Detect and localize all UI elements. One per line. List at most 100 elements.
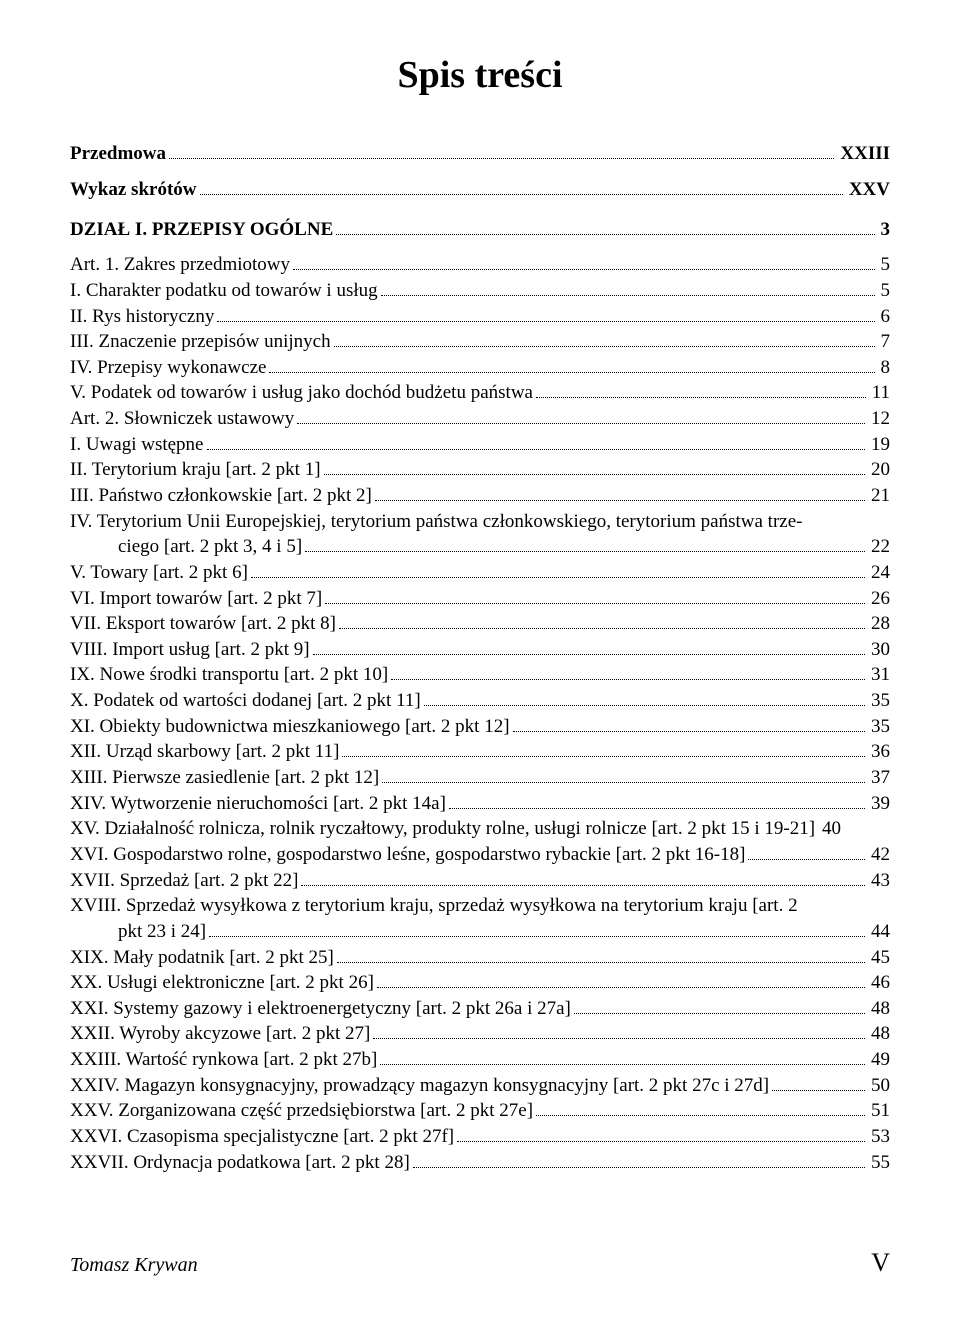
toc-entry-page: 30 (868, 637, 890, 663)
toc-entry-label: XXV. Zorganizowana część przedsiębiorstw… (70, 1098, 533, 1124)
toc-entry: XXV. Zorganizowana część przedsiębiorstw… (70, 1098, 890, 1124)
toc-entry-label: XXIV. Magazyn konsygnacyjny, prowadzący … (70, 1073, 769, 1099)
toc-entry-page: 5 (878, 252, 891, 278)
toc-entry: XIV. Wytworzenie nieruchomości [art. 2 p… (70, 791, 890, 817)
toc-entry-label: XIII. Pierwsze zasiedlenie [art. 2 pkt 1… (70, 765, 379, 791)
toc-leader (324, 459, 865, 475)
toc-entry-page: 24 (868, 560, 890, 586)
toc-entry-label: VII. Eksport towarów [art. 2 pkt 8] (70, 611, 336, 637)
toc-entry-label: IV. Przepisy wykonawcze (70, 355, 266, 381)
toc-entry-label: II. Rys historyczny (70, 304, 214, 330)
toc-entry: V. Podatek od towarów i usług jako dochó… (70, 380, 890, 406)
toc-leader (297, 408, 865, 424)
toc-entry-page: 42 (868, 842, 890, 868)
toc-entry-label: I. Charakter podatku od towarów i usług (70, 278, 378, 304)
toc-entry-label: X. Podatek od wartości dodanej [art. 2 p… (70, 688, 421, 714)
toc-entry-label: V. Towary [art. 2 pkt 6] (70, 560, 248, 586)
toc-entry-page: 35 (868, 688, 890, 714)
toc-entry: XVIII. Sprzedaż wysyłkowa z terytorium k… (70, 893, 890, 944)
toc-entry-page: 40 (819, 816, 841, 842)
toc-entry: XII. Urząd skarbowy [art. 2 pkt 11]36 (70, 739, 890, 765)
toc-entry-label: XV. Działalność rolnicza, rolnik ryczałt… (70, 816, 815, 842)
toc-entry-label: Art. 2. Słowniczek ustawowy (70, 406, 294, 432)
toc-entry-label: XVII. Sprzedaż [art. 2 pkt 22] (70, 868, 298, 894)
toc-entry: XI. Obiekty budownictwa mieszkaniowego [… (70, 714, 890, 740)
toc-entry-page: 28 (868, 611, 890, 637)
toc-leader (334, 331, 875, 347)
toc-leader (325, 587, 865, 603)
toc-entry-label: II. Terytorium kraju [art. 2 pkt 1] (70, 457, 321, 483)
toc-entry-page: 26 (868, 586, 890, 612)
toc-leader (424, 690, 865, 706)
toc-leader (337, 946, 865, 962)
toc-entry-page: 55 (868, 1150, 890, 1176)
toc-leader (772, 1075, 865, 1091)
toc-leader (207, 434, 866, 450)
toc-entry-page: 36 (868, 739, 890, 765)
toc-entry-page: XXIII (837, 141, 890, 167)
toc-leader (382, 767, 865, 783)
toc-entry-label: V. Podatek od towarów i usług jako dochó… (70, 380, 533, 406)
toc-entry: XIII. Pierwsze zasiedlenie [art. 2 pkt 1… (70, 765, 890, 791)
toc-entry: XXIV. Magazyn konsygnacyjny, prowadzący … (70, 1073, 890, 1099)
toc-entry: IV. Terytorium Unii Europejskiej, teryto… (70, 509, 890, 560)
toc-entry: DZIAŁ I. PRZEPISY OGÓLNE3 (70, 217, 890, 243)
toc-entry-label: XXVI. Czasopisma specjalistyczne [art. 2… (70, 1124, 454, 1150)
toc-entry-label: XIX. Mały podatnik [art. 2 pkt 25] (70, 945, 334, 971)
toc-leader (373, 1023, 865, 1039)
toc-entry-cont: ciego [art. 2 pkt 3, 4 i 5] (118, 534, 302, 560)
toc-leader (293, 254, 874, 270)
toc-entry: Art. 2. Słowniczek ustawowy 12 (70, 406, 890, 432)
page-footer: Tomasz Krywan V (70, 1245, 890, 1280)
toc-entry-label: Art. 1. Zakres przedmiotowy (70, 252, 290, 278)
page-title: Spis treści (70, 50, 890, 101)
toc-entry-cont: pkt 23 i 24] (118, 919, 206, 945)
toc-entry-page: 39 (868, 791, 890, 817)
toc-entry-page: 7 (878, 329, 891, 355)
spacer (70, 242, 890, 252)
toc-entry: III. Państwo członkowskie [art. 2 pkt 2]… (70, 483, 890, 509)
toc-entry: XV. Działalność rolnicza, rolnik ryczałt… (70, 816, 890, 842)
toc-leader (217, 305, 874, 321)
toc-entry-page: 46 (868, 970, 890, 996)
toc-leader (536, 382, 866, 398)
toc-entry-page: 31 (868, 662, 890, 688)
toc-leader (377, 972, 865, 988)
toc-entry-page: 8 (878, 355, 891, 381)
footer-page-roman: V (871, 1245, 890, 1280)
toc-entry-page: 12 (868, 406, 890, 432)
toc-leader (457, 1126, 865, 1142)
toc-entry: IX. Nowe środki transportu [art. 2 pkt 1… (70, 662, 890, 688)
toc-entry-page: 51 (868, 1098, 890, 1124)
toc-entry: II. Rys historyczny 6 (70, 304, 890, 330)
toc-entry-label: III. Państwo członkowskie [art. 2 pkt 2] (70, 483, 372, 509)
toc-leader (301, 869, 865, 885)
toc-leader (449, 793, 865, 809)
toc-leader (748, 844, 865, 860)
toc-entry-page: 6 (878, 304, 891, 330)
toc-leader (313, 639, 865, 655)
toc-entry-label: IX. Nowe środki transportu [art. 2 pkt 1… (70, 662, 388, 688)
toc-entry-label: XXI. Systemy gazowy i elektroenergetyczn… (70, 996, 571, 1022)
toc-entry-label: VIII. Import usług [art. 2 pkt 9] (70, 637, 310, 663)
toc-entry-page: 20 (868, 457, 890, 483)
footer-author: Tomasz Krywan (70, 1252, 198, 1279)
toc-entry: XXVII. Ordynacja podatkowa [art. 2 pkt 2… (70, 1150, 890, 1176)
toc-entry: III. Znaczenie przepisów unijnych7 (70, 329, 890, 355)
toc-entry-page: 48 (868, 996, 890, 1022)
toc-entry-page: 43 (868, 868, 890, 894)
toc-entry-label: IV. Terytorium Unii Europejskiej, teryto… (70, 509, 802, 535)
toc-leader (339, 613, 865, 629)
toc-entry: I. Uwagi wstępne19 (70, 432, 890, 458)
toc-leader (413, 1152, 865, 1168)
toc-leader (381, 280, 875, 296)
toc-leader (251, 562, 865, 578)
toc-entry: V. Towary [art. 2 pkt 6] 24 (70, 560, 890, 586)
toc-entry: VI. Import towarów [art. 2 pkt 7]26 (70, 586, 890, 612)
toc-entry-page: 11 (869, 380, 890, 406)
toc-entry-page: 44 (868, 919, 890, 945)
toc-leader (269, 357, 874, 373)
toc-entry: XXII. Wyroby akcyzowe [art. 2 pkt 27]48 (70, 1021, 890, 1047)
toc-entry-label: XXIII. Wartość rynkowa [art. 2 pkt 27b] (70, 1047, 377, 1073)
toc-entry-label: XXVII. Ordynacja podatkowa [art. 2 pkt 2… (70, 1150, 410, 1176)
